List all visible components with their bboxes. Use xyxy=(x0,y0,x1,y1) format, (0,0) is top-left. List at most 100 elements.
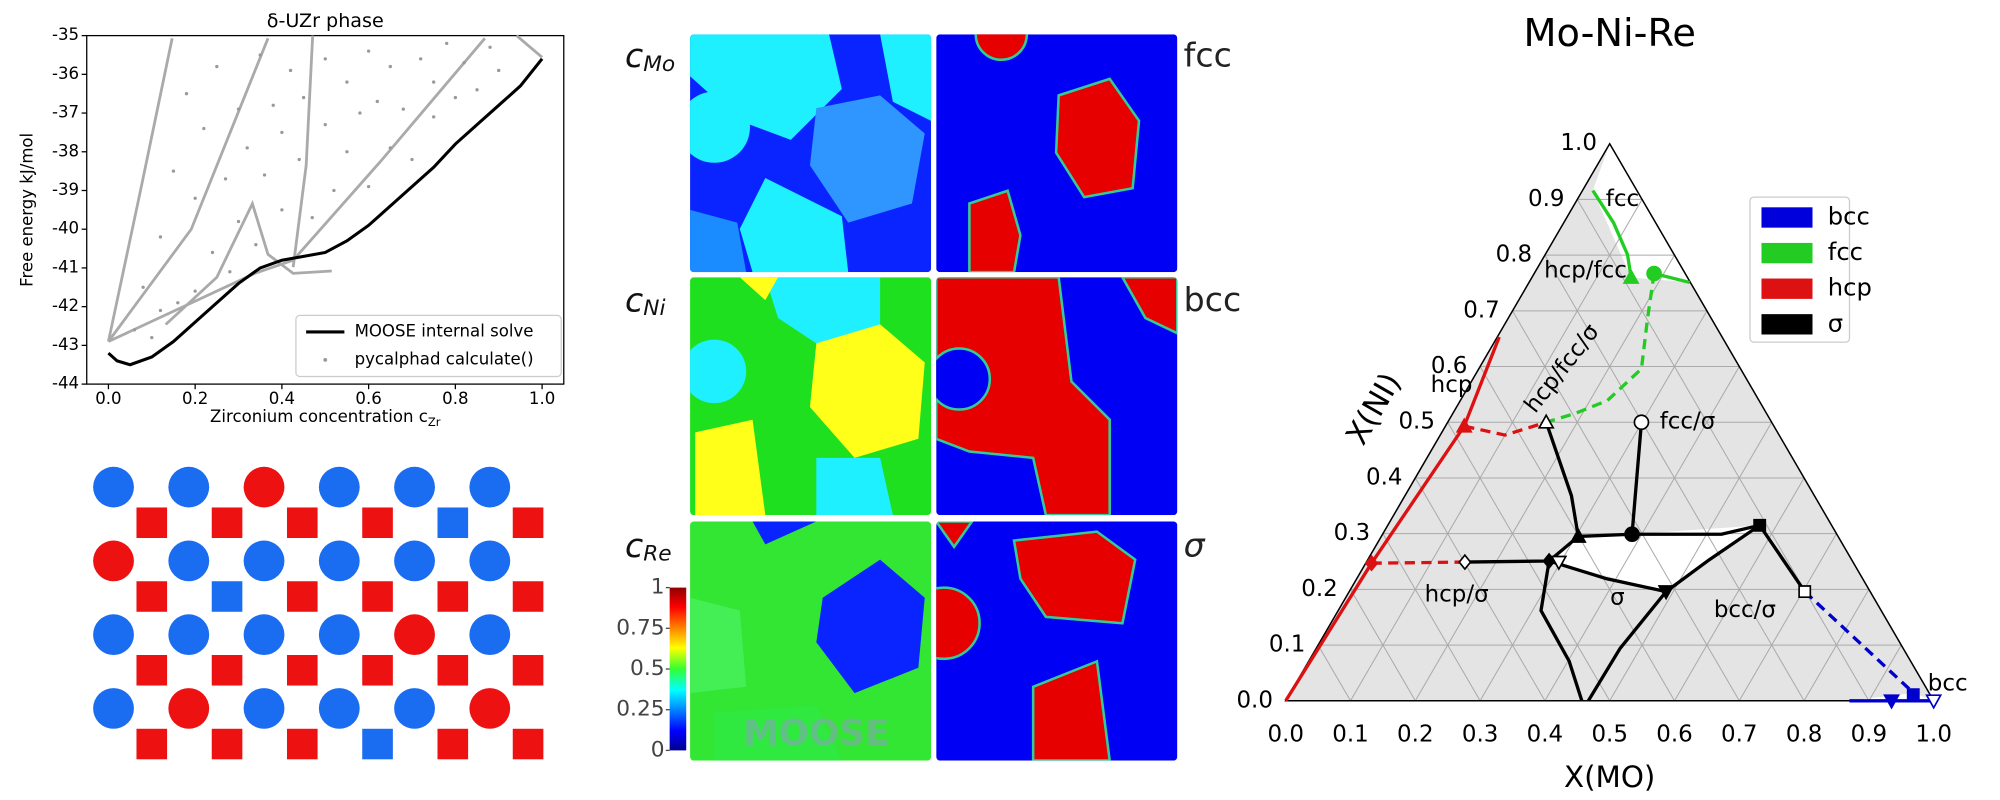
phase-boundary xyxy=(1665,523,1761,593)
single-phase-region xyxy=(1592,143,1690,283)
scatter-point xyxy=(432,80,436,84)
y-tick-label: -43 xyxy=(52,335,79,354)
phase-image-mo xyxy=(690,34,932,273)
field-label: cRe xyxy=(625,525,672,566)
lattice-site xyxy=(512,728,544,760)
scatter-point xyxy=(262,173,267,177)
y-tick-label: -39 xyxy=(52,180,79,199)
phase-boundary xyxy=(1548,559,1667,594)
grid-line xyxy=(1479,310,1708,702)
phase-image-fcc xyxy=(936,34,1178,273)
colorbar-tick-label: 0 xyxy=(651,737,665,762)
y-tick-label: 0.6 xyxy=(1431,353,1467,379)
line xyxy=(107,37,486,343)
phase-image-re xyxy=(690,521,932,761)
x-tick-label: 0.8 xyxy=(442,389,468,408)
grid-line xyxy=(1382,533,1481,702)
phase-boundary xyxy=(1758,524,1807,593)
region-label: fcc xyxy=(1606,186,1639,212)
lattice-atom xyxy=(469,614,511,656)
field-var: c xyxy=(625,280,643,319)
scatter-point xyxy=(332,188,336,193)
lattice-atom xyxy=(469,540,511,582)
invariant-point xyxy=(1633,414,1650,431)
colorbar xyxy=(669,587,687,751)
phase-boundary xyxy=(1545,273,1656,424)
x-axis-label: X(MO) xyxy=(1564,760,1655,794)
region-label: σ xyxy=(1610,584,1625,610)
y-tick-label: 1.0 xyxy=(1560,130,1596,156)
scatter-point xyxy=(388,146,392,150)
legend-swatch xyxy=(1761,278,1813,299)
invariant-point xyxy=(1798,585,1812,599)
scatter-point xyxy=(345,150,349,154)
lattice-site xyxy=(362,728,393,760)
lattice-site xyxy=(362,581,393,612)
legend-swatch xyxy=(1761,242,1813,264)
phase-label: fcc xyxy=(1184,36,1232,75)
scatter-point xyxy=(271,103,275,107)
scatter-point xyxy=(358,111,362,115)
legend-label: σ xyxy=(1828,309,1843,337)
lattice-site xyxy=(211,728,243,760)
region-label: hcp/fcc xyxy=(1544,257,1627,283)
single-phase-region xyxy=(1549,525,1760,592)
scatter-point xyxy=(432,115,436,119)
lattice-site xyxy=(362,507,393,538)
x-axis-label-sub: Zr xyxy=(428,415,441,429)
lattice-atom xyxy=(394,466,435,508)
legend-box xyxy=(295,314,562,378)
scatter-point xyxy=(475,88,479,92)
phase-boundary xyxy=(1803,590,1915,695)
scatter-point xyxy=(236,219,241,224)
legend-label: pycalphad calculate() xyxy=(355,349,534,368)
lattice-site xyxy=(512,655,544,686)
phase-boundary xyxy=(1544,421,1580,537)
invariant-point xyxy=(1537,413,1555,429)
lattice-atom xyxy=(318,540,360,582)
lattice-atom xyxy=(243,466,285,508)
field-sub: Mo xyxy=(643,52,675,77)
lattice-site xyxy=(437,728,469,760)
phase-image-bcc xyxy=(936,277,1178,516)
scatter-point xyxy=(462,61,466,65)
invariant-point xyxy=(1550,555,1568,571)
scatter-point xyxy=(310,215,314,220)
scatter-point xyxy=(453,95,458,100)
grid-line xyxy=(1609,422,1773,702)
scatter-point xyxy=(215,64,219,69)
scatter-point xyxy=(228,270,232,274)
line xyxy=(107,38,174,342)
y-tick-label: 0.0 xyxy=(1236,687,1272,713)
scatter-point xyxy=(236,107,241,111)
grid-line xyxy=(1350,199,1643,702)
x-axis-label: Zirconium concentration cZr xyxy=(210,407,441,429)
lattice-site xyxy=(286,581,318,612)
line xyxy=(107,37,270,343)
scatter-point xyxy=(301,95,306,100)
lattice-site xyxy=(437,507,469,538)
lattice-pattern xyxy=(93,466,544,760)
phase-label: σ xyxy=(1184,525,1206,564)
y-tick-label: 0.1 xyxy=(1269,632,1305,658)
scatter-point xyxy=(366,49,371,53)
lattice-atom xyxy=(93,466,134,508)
region-label: bcc/σ xyxy=(1714,597,1776,623)
region-label: hcp/σ xyxy=(1425,582,1489,608)
scatter-point xyxy=(193,196,197,200)
lattice-atom xyxy=(168,466,210,508)
x-tick-label: 0.8 xyxy=(1786,722,1822,748)
y-tick-label: -40 xyxy=(52,219,79,238)
scatter-point xyxy=(288,68,293,73)
x-tick-label: 0.2 xyxy=(1397,722,1433,748)
lattice-site xyxy=(437,581,469,612)
x-tick-label: 0.2 xyxy=(182,389,208,408)
scatter-point xyxy=(141,285,145,289)
scatter-point xyxy=(171,169,176,173)
grid-line xyxy=(1738,533,1837,702)
scatter-point xyxy=(193,289,197,293)
invariant-point xyxy=(1883,694,1900,710)
invariant-point xyxy=(1624,526,1640,543)
colorbar-tick-label: 0.5 xyxy=(630,656,664,681)
